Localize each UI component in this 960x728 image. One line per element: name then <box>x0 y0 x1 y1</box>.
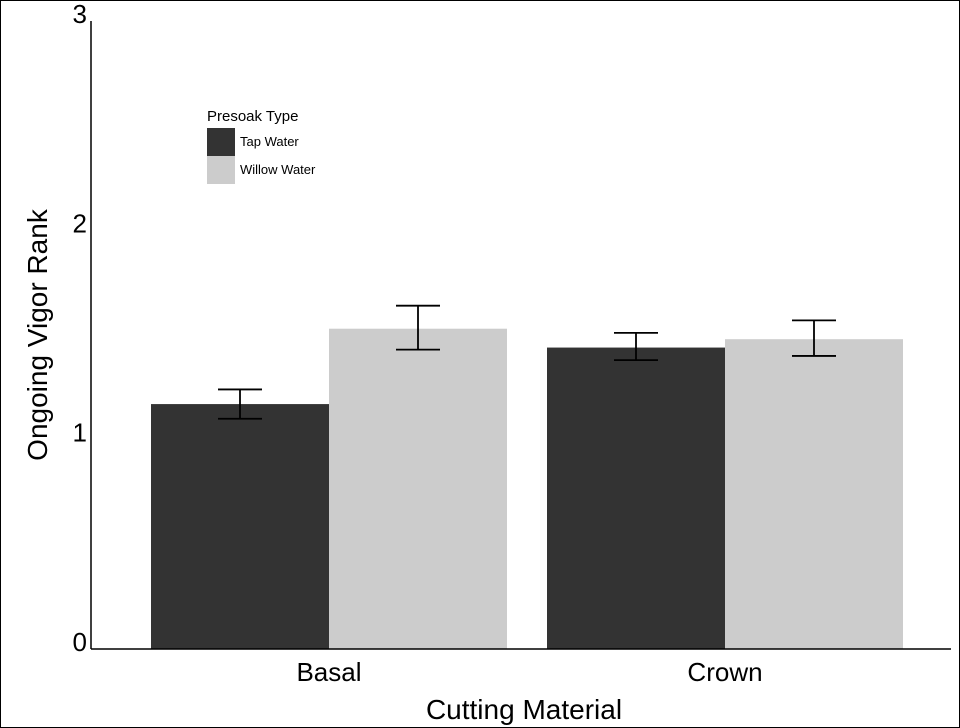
y-tick-labels: 0 1 2 3 <box>73 1 87 657</box>
legend-label: Tap Water <box>240 134 299 149</box>
error-bar <box>614 332 658 362</box>
legend-entries: Tap Water Willow Water <box>207 128 316 184</box>
bars-layer <box>151 328 903 649</box>
bar-basal-tap-water <box>151 404 329 649</box>
error-bar <box>792 319 836 357</box>
error-bars-layer <box>218 304 836 420</box>
y-tick-label: 2 <box>73 208 87 238</box>
y-tick-label: 3 <box>73 1 87 29</box>
y-tick-label: 0 <box>73 627 87 657</box>
error-bar <box>218 388 262 420</box>
legend-swatch <box>207 128 235 156</box>
bar-basal-willow-water <box>329 328 507 649</box>
x-tick-label: Crown <box>687 657 762 687</box>
legend-swatch <box>207 156 235 184</box>
legend: Presoak Type Tap Water Willow Water <box>207 108 316 184</box>
axes-layer <box>90 21 951 650</box>
x-axis-title: Cutting Material <box>426 694 622 725</box>
legend-title: Presoak Type <box>207 108 298 125</box>
error-bar <box>396 304 440 351</box>
legend-label: Willow Water <box>240 162 316 177</box>
bar-crown-tap-water <box>547 347 725 649</box>
y-axis-title: Ongoing Vigor Rank <box>22 208 53 461</box>
x-tick-label: Basal <box>296 657 361 687</box>
x-tick-labels: Basal Crown <box>296 657 762 687</box>
y-tick-label: 1 <box>73 418 87 448</box>
bar-crown-willow-water <box>725 339 903 649</box>
